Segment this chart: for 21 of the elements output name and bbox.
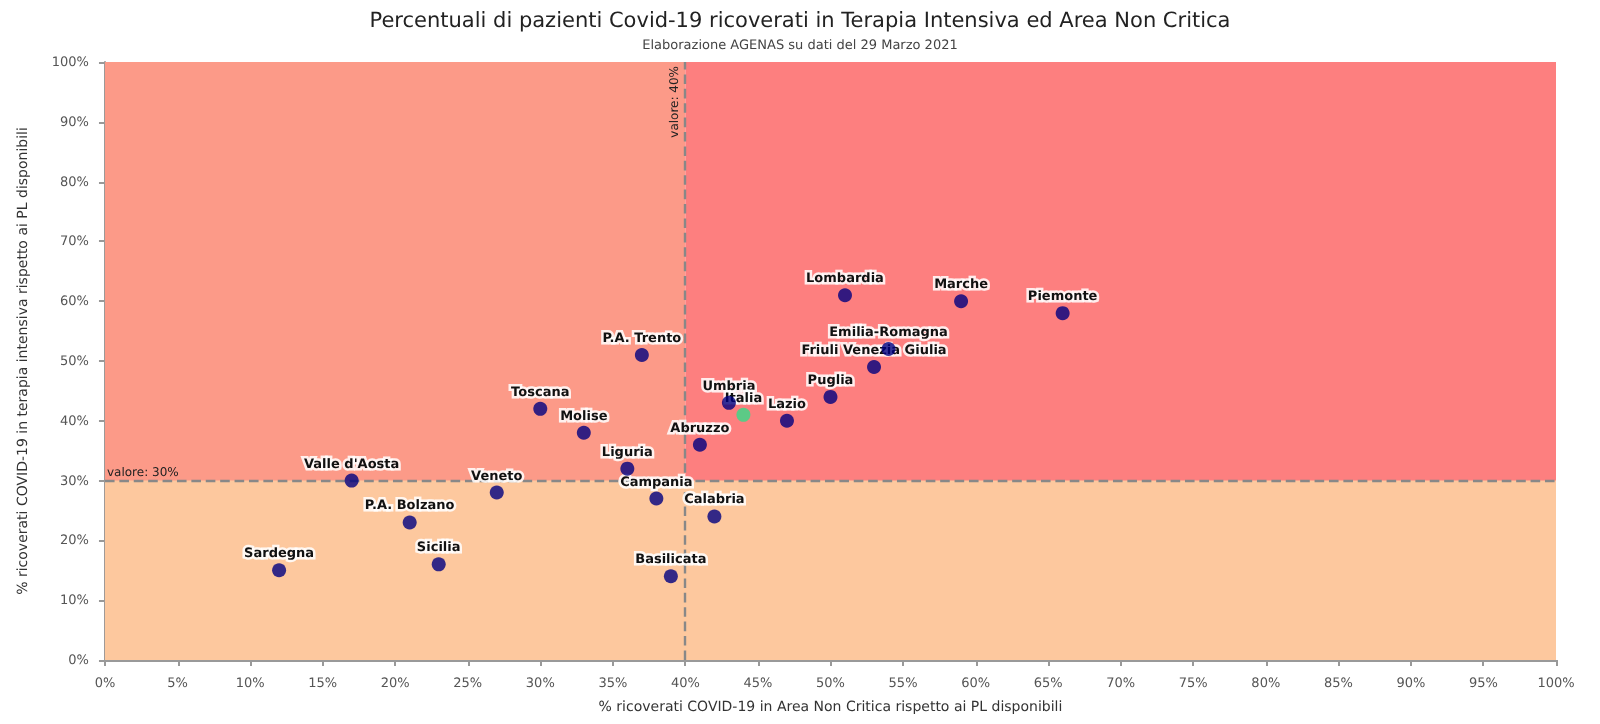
point xyxy=(1055,306,1070,321)
point xyxy=(489,485,504,500)
chart-title: Percentuali di pazienti Covid-19 ricoverati in Terapia Intensiva ed Area Non Critica xyxy=(369,9,1231,33)
point xyxy=(620,461,635,476)
point xyxy=(431,557,446,572)
point xyxy=(649,491,664,506)
point xyxy=(344,473,359,488)
point xyxy=(707,509,722,524)
point xyxy=(954,294,969,309)
point xyxy=(634,348,649,363)
point xyxy=(692,437,707,452)
point xyxy=(823,389,838,404)
point xyxy=(867,359,882,374)
point xyxy=(576,425,591,440)
point xyxy=(402,515,417,530)
point xyxy=(779,413,794,428)
point xyxy=(663,569,678,584)
point xyxy=(736,407,751,422)
point xyxy=(533,401,548,416)
point xyxy=(838,288,852,303)
point xyxy=(272,563,287,578)
